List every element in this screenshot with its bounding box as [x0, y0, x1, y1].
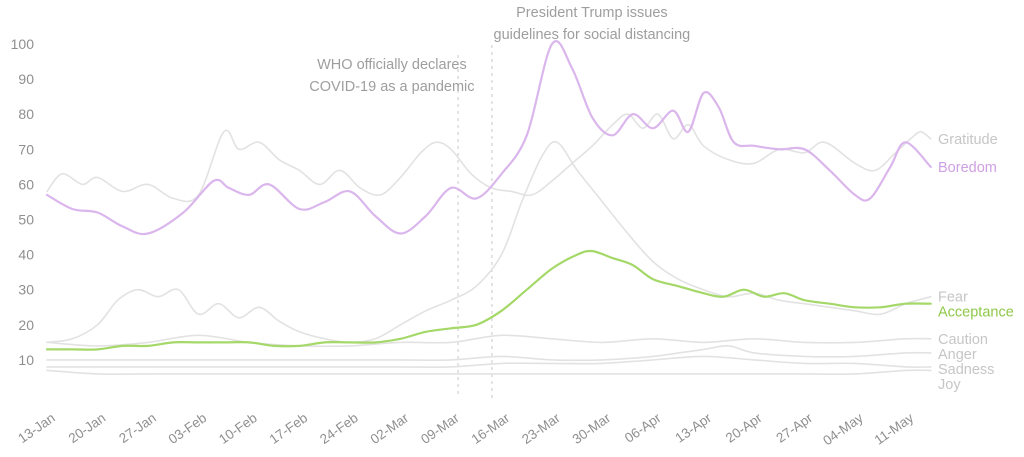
- annotation-text-trump: President Trump issues: [516, 5, 668, 21]
- y-tick-label: 20: [18, 317, 34, 333]
- y-tick-label: 70: [18, 141, 34, 157]
- x-tick-label: 30-Mar: [570, 410, 614, 447]
- series-label-fear: Fear: [938, 290, 968, 306]
- x-tick-label: 17-Feb: [267, 410, 311, 447]
- series-line-anger: [46, 345, 932, 362]
- series-label-boredom: Boredom: [938, 160, 997, 176]
- y-tick-label: 80: [18, 106, 34, 122]
- x-tick-label: 24-Feb: [317, 410, 361, 447]
- series-line-boredom: [45, 40, 932, 236]
- y-tick-label: 50: [18, 212, 34, 228]
- y-tick-label: 60: [18, 176, 34, 192]
- series-label-gratitude: Gratitude: [938, 132, 998, 148]
- y-tick-label: 40: [18, 247, 34, 263]
- series-line-gratitude: [46, 113, 932, 203]
- x-tick-label: 06-Apr: [622, 410, 664, 446]
- x-tick-label: 11-May: [872, 410, 917, 448]
- x-tick-label: 13-Jan: [15, 410, 57, 446]
- x-tick-label: 10-Feb: [216, 410, 260, 447]
- series-label-anger: Anger: [938, 347, 977, 363]
- x-tick-label: 03-Feb: [166, 410, 210, 447]
- x-tick-label: 04-May: [820, 410, 866, 448]
- series-line-fear: [46, 141, 932, 344]
- series-line-acceptance: [45, 249, 932, 351]
- series-label-joy: Joy: [938, 377, 961, 393]
- annotation-text-who: COVID-19 as a pandemic: [309, 79, 474, 95]
- y-tick-label: 10: [18, 352, 34, 368]
- x-tick-label: 09-Mar: [418, 410, 462, 447]
- x-tick-label: 20-Jan: [66, 410, 108, 446]
- series-label-sadness: Sadness: [938, 362, 994, 378]
- annotation-text-who: WHO officially declares: [317, 57, 467, 73]
- series-line-joy: [46, 369, 932, 375]
- x-tick-label: 13-Apr: [672, 410, 714, 446]
- annotation-text-trump: guidelines for social distancing: [494, 27, 691, 43]
- series-label-caution: Caution: [938, 332, 988, 348]
- x-tick-label: 27-Jan: [116, 410, 158, 446]
- x-tick-label: 20-Apr: [723, 410, 765, 446]
- y-tick-label: 90: [18, 71, 34, 87]
- series-label-acceptance: Acceptance: [938, 305, 1014, 321]
- series-line-sadness: [46, 355, 932, 368]
- series-line-caution: [46, 334, 932, 348]
- x-tick-label: 02-Mar: [368, 410, 412, 447]
- y-tick-label: 30: [18, 282, 34, 298]
- y-tick-label: 100: [11, 36, 35, 52]
- x-tick-label: 27-Apr: [773, 410, 815, 446]
- x-tick-label: 23-Mar: [519, 410, 563, 447]
- x-tick-label: 16-Mar: [469, 410, 513, 447]
